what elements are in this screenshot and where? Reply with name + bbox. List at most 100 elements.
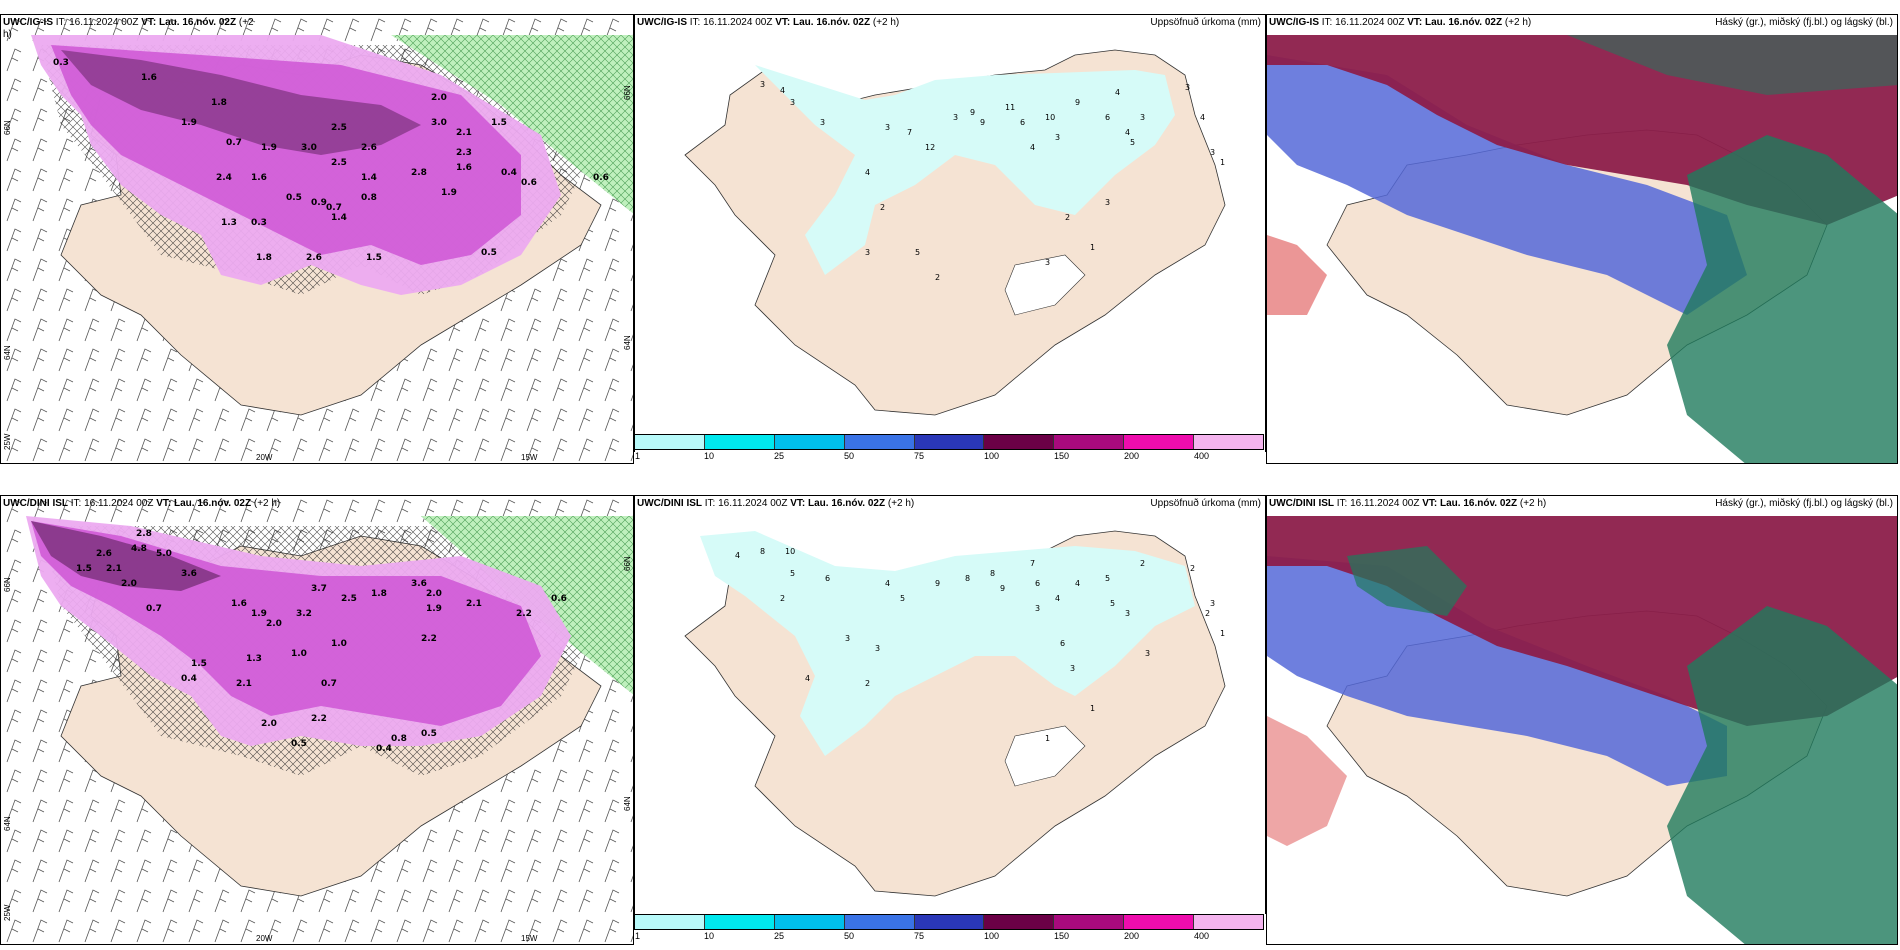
legend-label: 10 — [704, 451, 715, 461]
svg-text:1.0: 1.0 — [291, 649, 307, 659]
legend-swatch — [774, 915, 845, 929]
wind-map: 0.3 1.6 1.8 2.5 1.9 0.7 1.9 3.0 2.5 2.6 … — [1, 15, 633, 463]
svg-text:0.5: 0.5 — [291, 739, 307, 749]
svg-text:1.4: 1.4 — [331, 213, 347, 223]
svg-text:2.0: 2.0 — [431, 93, 447, 103]
svg-text:3.6: 3.6 — [411, 579, 427, 589]
svg-text:3: 3 — [1140, 113, 1145, 122]
legend-label: 150 — [1054, 451, 1070, 461]
mid-cloud-area-north — [1567, 35, 1897, 95]
lon-label-20: 20W — [256, 934, 273, 943]
svg-text:3: 3 — [1105, 198, 1110, 207]
svg-text:3.0: 3.0 — [431, 118, 447, 128]
svg-text:7: 7 — [907, 128, 912, 137]
lon-label-20: 20W — [256, 453, 273, 462]
legend-label: 25 — [774, 451, 785, 461]
cloud-map — [1267, 35, 1897, 463]
panel-title: UWC/IG-IS IT: 16.11.2024 00Z VT: Lau. 16… — [3, 17, 254, 40]
svg-text:2.6: 2.6 — [361, 143, 377, 153]
legend-label: 75 — [914, 451, 925, 461]
precip-value-labels: 3 4 3 3 3 7 12 3 9 9 11 6 10 9 4 6 4 3 4… — [760, 80, 1225, 282]
svg-text:7: 7 — [1030, 559, 1035, 568]
svg-text:0.6: 0.6 — [521, 178, 537, 188]
svg-text:3: 3 — [1035, 604, 1040, 613]
svg-text:9: 9 — [935, 579, 940, 588]
low-cloud-west — [1267, 235, 1327, 315]
svg-text:1.6: 1.6 — [456, 163, 472, 173]
svg-text:0.7: 0.7 — [321, 679, 337, 689]
legend-swatch — [704, 915, 775, 929]
svg-text:2.0: 2.0 — [121, 579, 137, 589]
panel-subtitle: Háský (gr.), miðský (fj.bl.) og lágský (… — [1715, 17, 1893, 28]
svg-text:1.8: 1.8 — [371, 589, 387, 599]
precip-legend-bottom — [634, 914, 1264, 930]
svg-text:2: 2 — [1205, 609, 1210, 618]
cloud-map — [1267, 516, 1897, 944]
svg-text:2: 2 — [780, 594, 785, 603]
lon-label-25: 25W — [3, 904, 12, 921]
svg-text:2.8: 2.8 — [136, 529, 152, 539]
svg-text:3.6: 3.6 — [181, 569, 197, 579]
svg-text:1.3: 1.3 — [246, 654, 262, 664]
legend-swatch — [1054, 435, 1125, 449]
lat-label-right-66: 66N — [623, 556, 632, 571]
svg-text:5: 5 — [900, 594, 905, 603]
svg-text:3: 3 — [1185, 83, 1190, 92]
precip-dark-area — [31, 521, 221, 591]
svg-text:1.9: 1.9 — [426, 604, 442, 614]
svg-text:4: 4 — [805, 674, 810, 683]
svg-text:9: 9 — [1000, 584, 1005, 593]
svg-text:4: 4 — [1125, 128, 1130, 137]
legend-label: 100 — [984, 451, 1000, 461]
svg-text:0.4: 0.4 — [181, 674, 197, 684]
svg-text:4: 4 — [1115, 88, 1120, 97]
svg-text:3: 3 — [1055, 133, 1060, 142]
legend-swatch — [914, 915, 985, 929]
legend-swatch — [1054, 915, 1125, 929]
svg-text:8: 8 — [990, 569, 995, 578]
svg-text:2.0: 2.0 — [261, 719, 277, 729]
svg-text:3: 3 — [1070, 664, 1075, 673]
legend-label: 1 — [635, 931, 641, 941]
legend-label: 200 — [1124, 451, 1140, 461]
svg-text:0.7: 0.7 — [326, 203, 342, 213]
svg-text:4: 4 — [780, 86, 785, 95]
svg-text:3: 3 — [1045, 258, 1050, 267]
svg-text:2: 2 — [1190, 564, 1195, 573]
svg-text:6: 6 — [825, 574, 830, 583]
legend-swatch — [914, 435, 985, 449]
panel-title: UWC/DINI ISL IT: 16.11.2024 00Z VT: Lau.… — [3, 498, 281, 509]
legend-label: 200 — [1124, 931, 1140, 941]
svg-text:6: 6 — [1035, 579, 1040, 588]
svg-text:2.2: 2.2 — [421, 634, 437, 644]
svg-text:0.7: 0.7 — [226, 138, 242, 148]
svg-text:0.8: 0.8 — [391, 734, 407, 744]
svg-text:3: 3 — [953, 113, 958, 122]
legend-swatch — [844, 435, 915, 449]
svg-text:1.4: 1.4 — [361, 173, 377, 183]
legend-label: 400 — [1194, 931, 1210, 941]
svg-text:2.2: 2.2 — [311, 714, 327, 724]
lat-label-right-64: 64N — [623, 335, 632, 350]
lake-area — [1004, 254, 1086, 316]
green-hatched-area — [391, 35, 633, 214]
svg-text:4.8: 4.8 — [131, 544, 147, 554]
svg-text:1.6: 1.6 — [141, 73, 157, 83]
legend-swatch — [984, 435, 1055, 449]
svg-text:5.0: 5.0 — [156, 549, 172, 559]
lat-label-64: 64N — [3, 345, 12, 360]
svg-text:3: 3 — [865, 248, 870, 257]
svg-text:3: 3 — [790, 98, 795, 107]
svg-text:1.5: 1.5 — [76, 564, 92, 574]
svg-text:2: 2 — [1140, 559, 1145, 568]
svg-text:2.5: 2.5 — [341, 594, 357, 604]
svg-text:1: 1 — [1220, 629, 1225, 638]
svg-text:0.3: 0.3 — [251, 218, 267, 228]
snow-accum-area — [755, 65, 1175, 275]
svg-text:0.4: 0.4 — [501, 168, 517, 178]
svg-text:0.6: 0.6 — [593, 173, 609, 183]
svg-text:5: 5 — [1105, 574, 1110, 583]
legend-label: 100 — [984, 931, 1000, 941]
low-cloud-west — [1267, 716, 1347, 846]
svg-text:4: 4 — [885, 579, 890, 588]
